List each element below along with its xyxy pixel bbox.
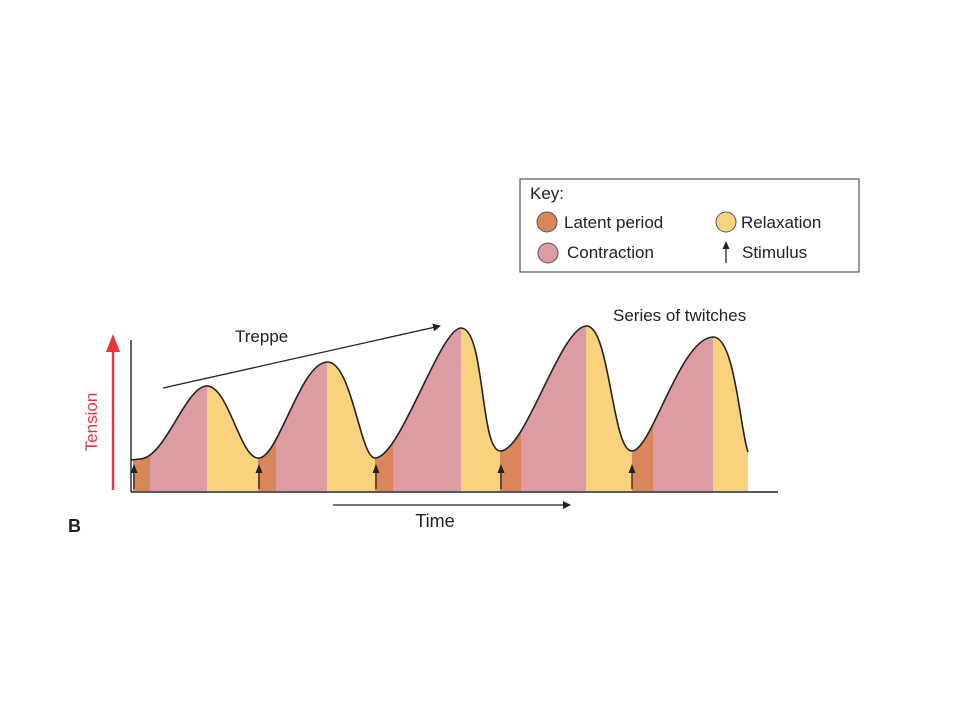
key-item-relaxation: Relaxation	[741, 213, 821, 232]
latent-band-1	[133, 325, 150, 491]
stimulus-arrow-2	[255, 464, 263, 489]
relaxation-band-5	[713, 325, 748, 491]
relaxation-band-3	[461, 325, 500, 491]
key-title: Key:	[530, 184, 564, 203]
contraction-band-1	[150, 325, 207, 491]
key-item-stimulus: Stimulus	[742, 243, 807, 262]
contraction-swatch	[537, 242, 559, 264]
contraction-band-5	[653, 325, 713, 491]
relaxation-swatch	[715, 211, 737, 233]
treppe-label: Treppe	[235, 327, 288, 346]
tension-curve	[130, 325, 749, 461]
x-axis-label: Time	[415, 511, 454, 531]
treppe-arrow	[162, 323, 441, 389]
key-box	[519, 178, 860, 273]
stimulus-arrow-5	[628, 464, 636, 489]
stimulus-arrow-4	[497, 464, 505, 489]
series-of-twitches-label: Series of twitches	[613, 306, 746, 325]
stimulus-arrow-3	[372, 464, 380, 489]
twitch-phase-bands	[133, 325, 748, 491]
tension-arrow	[106, 334, 120, 490]
key-item-contraction: Contraction	[567, 243, 654, 262]
stimulus-arrow-icon	[722, 241, 730, 263]
key-item-latent-period: Latent period	[564, 213, 663, 232]
stimulus-arrows	[130, 464, 636, 489]
key-legend: Key: Latent period Relaxation Contractio…	[519, 178, 860, 273]
contraction-band-4	[521, 325, 586, 491]
latent-band-5	[632, 325, 653, 491]
stimulus-arrow-1	[130, 464, 138, 489]
latent-period-swatch	[536, 211, 558, 233]
latent-band-3	[375, 325, 393, 491]
panel-letter: B	[68, 516, 81, 536]
y-axis-label: Tension	[82, 393, 101, 452]
latent-band-4	[500, 325, 521, 491]
